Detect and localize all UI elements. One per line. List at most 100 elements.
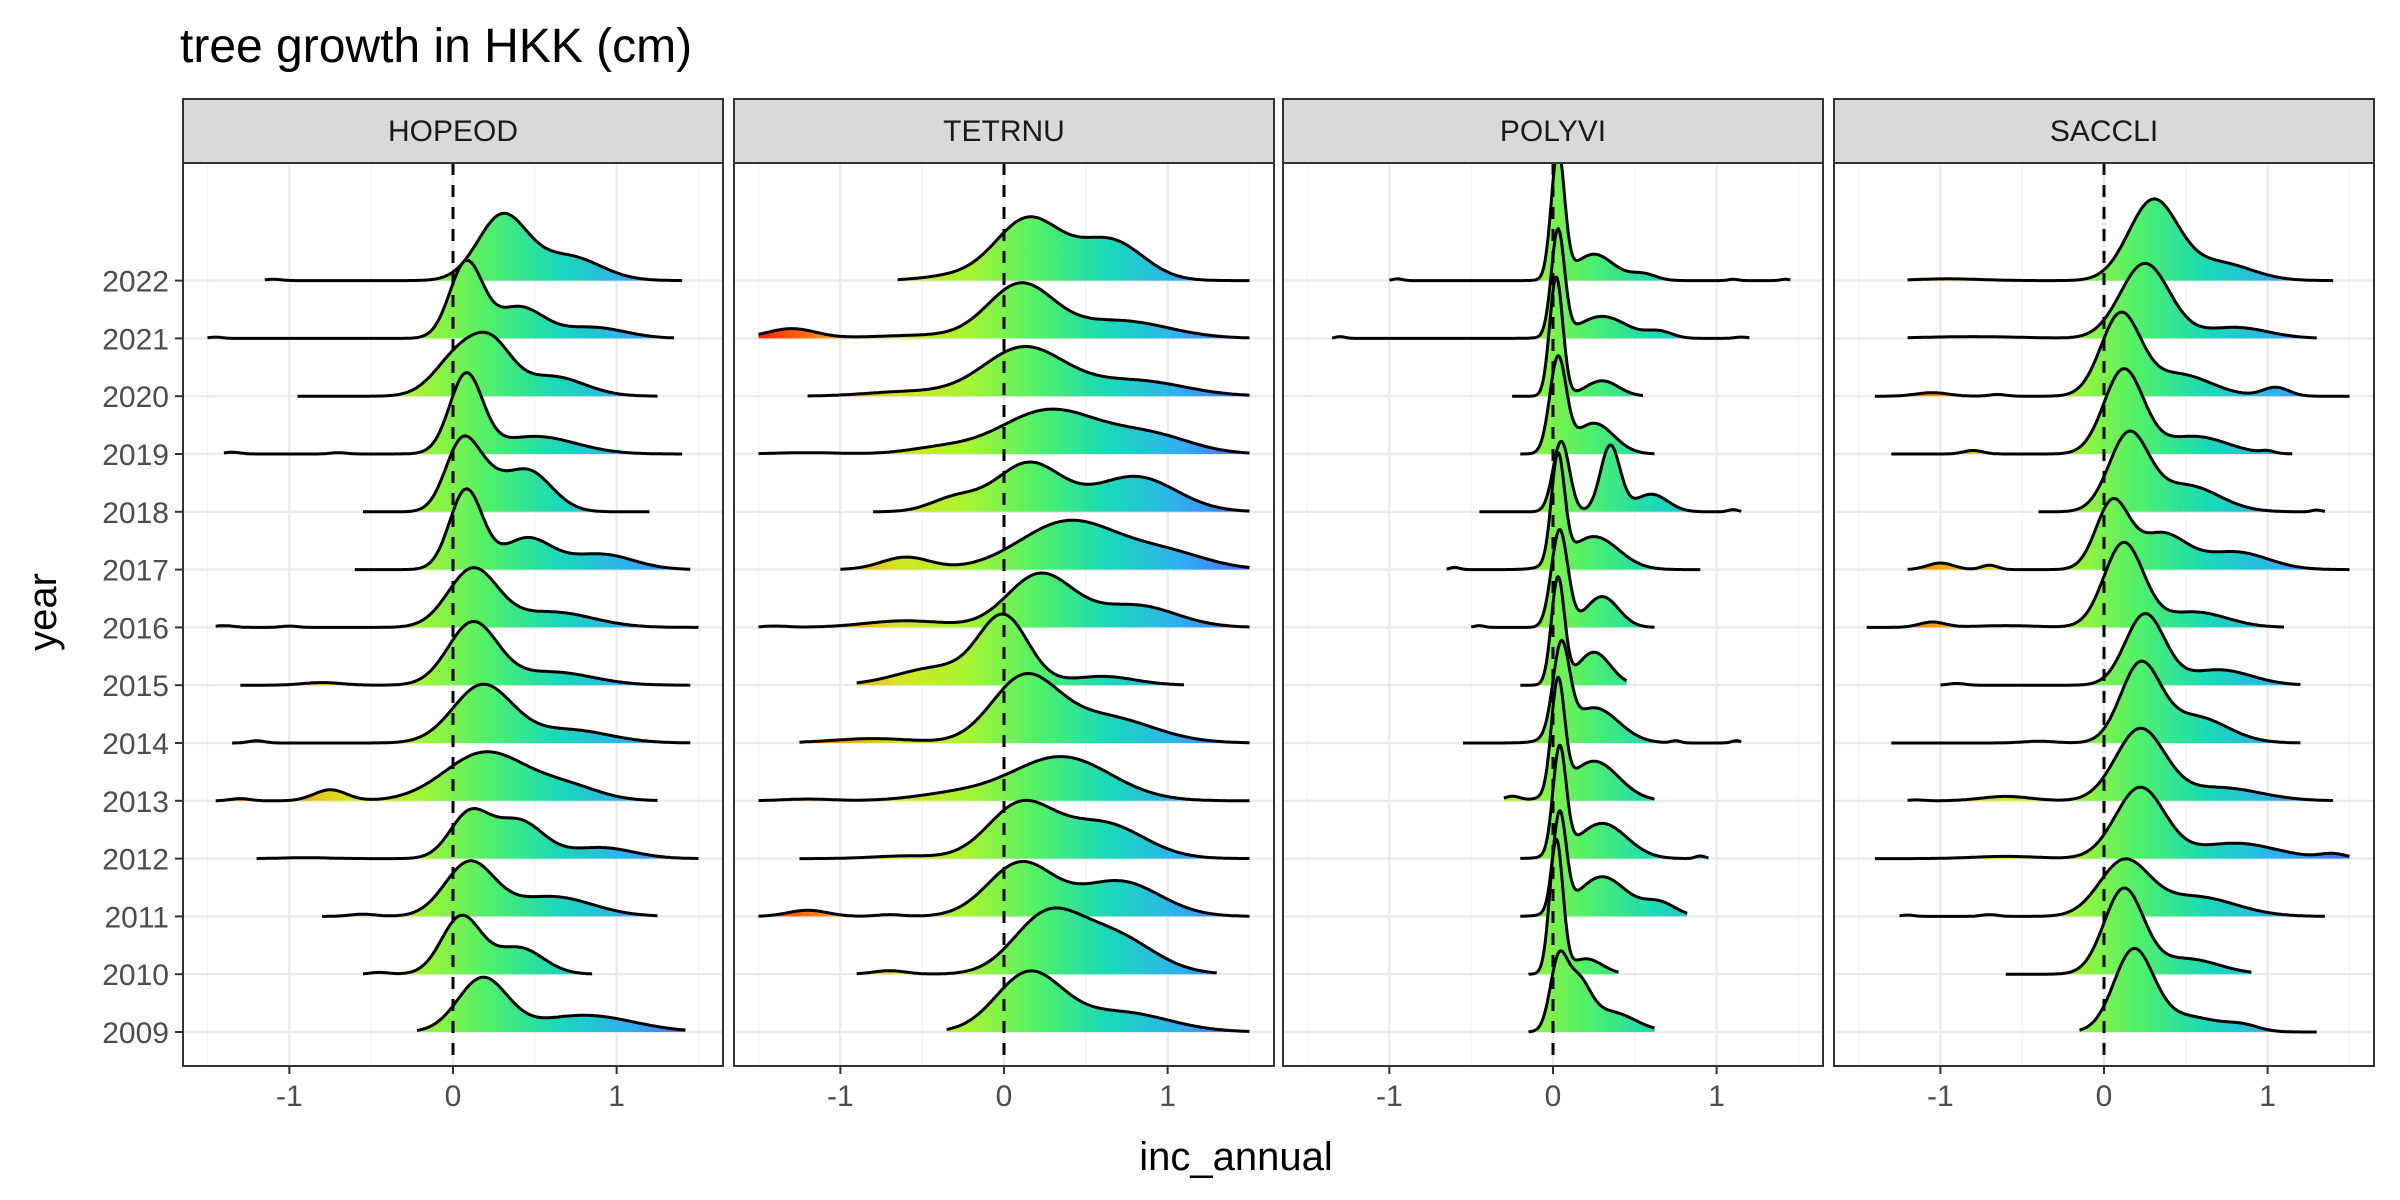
y-tick-label: 2017	[102, 555, 169, 588]
ridge-fill	[758, 573, 1250, 628]
ridge-fill	[1891, 368, 2293, 454]
ridge-hopeod-2022	[264, 211, 683, 283]
ridge-outline	[297, 330, 658, 398]
ridge-outline	[946, 969, 1250, 1033]
ridge-hopeod-2016	[215, 566, 699, 629]
ridge-outline	[1940, 612, 2301, 687]
ridge-saccli-2012	[1874, 785, 2350, 861]
y-tick-label: 2010	[102, 959, 169, 992]
ridge-fill	[1520, 576, 1627, 686]
ridge-outline	[758, 755, 1250, 803]
ridge-saccli-2015	[1940, 612, 2301, 687]
ridge-outline	[856, 906, 1217, 976]
ridge-outline	[1519, 354, 1656, 456]
ridge-outline	[1462, 638, 1742, 745]
ridge-tetrnu-2010	[856, 906, 1217, 976]
ridge-outline	[799, 672, 1250, 745]
ridge-fill	[2079, 948, 2317, 1032]
ridge-outline	[1519, 809, 1688, 918]
facet-panel-hopeod: HOPEOD -1 0 1	[182, 98, 724, 1113]
ridge-fill	[354, 488, 691, 570]
ridge-outline	[354, 487, 691, 572]
x-tick-label: 1	[2259, 1080, 2276, 1113]
y-tick-label: 2011	[104, 901, 169, 934]
y-tick-label: 2015	[102, 670, 169, 703]
ridge-fill	[1874, 312, 2350, 397]
x-tick-label: 1	[1708, 1080, 1725, 1113]
ridge-fill	[264, 213, 683, 281]
facet-strip-label: HOPEOD	[388, 115, 518, 148]
ridge-fill	[215, 567, 699, 628]
ridge-fill	[840, 520, 1250, 570]
facet-strip	[733, 98, 1275, 164]
ridge-fill	[215, 751, 658, 801]
x-tick-label: -1	[276, 1080, 303, 1113]
ridge-outline	[1866, 540, 2284, 629]
y-tick-label: 2022	[102, 266, 169, 299]
ridge-outline	[1891, 659, 2301, 745]
ridge-outline	[1519, 575, 1628, 687]
ridge-outline	[897, 215, 1250, 283]
ridge-polyvi-2018	[1478, 439, 1742, 514]
y-axis: 2009 2010 2011 2012 2013 2014 2015 2016 2017 2018…	[102, 266, 183, 1050]
ridge-fill	[256, 808, 699, 859]
x-tick-label: 0	[445, 1080, 462, 1113]
ridge-tetrnu-2021	[758, 281, 1250, 340]
facet-panel-saccli: SACCLI -1 0 1	[1833, 98, 2375, 1113]
y-tick-label: 2012	[102, 844, 169, 877]
ridge-hopeod-2010	[362, 913, 593, 976]
ridge-fill	[1463, 640, 1742, 743]
ridge-fill	[1907, 198, 2334, 281]
ridge-tetrnu-2013	[758, 755, 1250, 803]
x-axis-title: inc_annual	[1139, 1135, 1333, 1179]
ridge-outline	[1478, 439, 1742, 514]
ridge-hopeod-2020	[297, 330, 658, 398]
y-tick-label: 2020	[102, 381, 169, 414]
ridge-hopeod-2015	[240, 620, 691, 687]
ridge-fill	[856, 908, 1217, 975]
x-tick-label: -1	[1927, 1080, 1954, 1113]
ridge-outline	[256, 807, 699, 861]
ridge-outline	[207, 258, 674, 340]
ridge-outline	[2005, 886, 2252, 976]
ridge-saccli-2016	[1866, 540, 2284, 629]
ridge-hopeod-2021	[207, 258, 674, 340]
ridge-fill	[1479, 441, 1742, 512]
ridge-outline	[1331, 227, 1750, 340]
ridge-saccli-2019	[1891, 367, 2293, 456]
ridge-fill	[897, 216, 1250, 281]
ridge-fill	[207, 260, 674, 339]
ridge-hopeod-2014	[232, 682, 691, 745]
ridge-outline	[1874, 785, 2350, 861]
x-tick-label: 0	[1545, 1080, 1562, 1113]
y-tick-label: 2016	[102, 612, 169, 645]
ridge-saccli-2017	[1907, 497, 2350, 572]
ridge-hopeod-2017	[354, 487, 691, 572]
y-tick-label: 2014	[102, 728, 169, 761]
ridge-outline	[416, 975, 686, 1032]
ridge-outline	[1389, 147, 1791, 283]
ridge-outline	[758, 281, 1250, 340]
ridge-outline	[321, 859, 658, 918]
ridge-outline	[240, 620, 691, 687]
ridge-saccli-2018	[2038, 429, 2326, 514]
ridge-outline	[1503, 675, 1656, 801]
facet-strip-label: TETRNU	[943, 115, 1065, 148]
x-tick-label: 0	[996, 1080, 1013, 1113]
ridge-fill	[417, 977, 686, 1032]
ridge-polyvi-2015	[1519, 575, 1628, 687]
ridge-outline	[758, 407, 1250, 456]
ridge-hopeod-2018	[362, 434, 650, 514]
ridge-outline	[799, 798, 1250, 861]
ridge-fill	[758, 756, 1250, 801]
ridge-tetrnu-2014	[799, 672, 1250, 745]
ridge-fill	[1940, 613, 2301, 686]
x-tick-label: 1	[1159, 1080, 1176, 1113]
ridge-fill	[1907, 728, 2334, 801]
ridge-fill	[2005, 888, 2252, 975]
x-tick-label: 0	[2096, 1080, 2113, 1113]
ridge-outline	[2078, 946, 2318, 1034]
ridge-outline	[1907, 497, 2350, 572]
ridge-outline	[1907, 197, 2334, 283]
